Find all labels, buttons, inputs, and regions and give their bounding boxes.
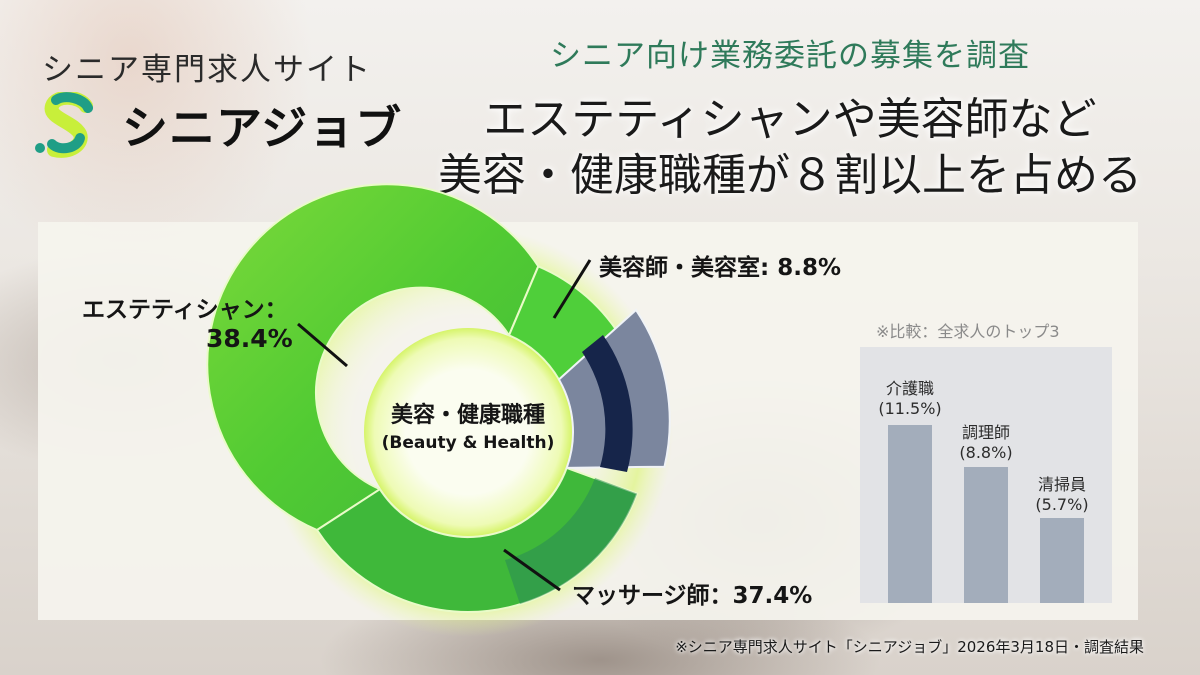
donut-center-label: 美容・健康職種 (Beauty & Health) [368, 397, 568, 453]
bar-care-worker [888, 425, 932, 603]
bar-pct: (11.5%) [878, 399, 942, 418]
label-esthetician-name: エステティシャン： [82, 297, 288, 323]
center-title: 美容・健康職種 [390, 403, 545, 428]
segment-esthetician [206, 183, 540, 532]
headline-line-1: エステティシャンや美容師など [483, 94, 1097, 145]
comparison-bar-chart: 介護職 (11.5%) 調理師 (8.8%) 清掃員 (5.7%) [860, 347, 1112, 603]
comparison-title: ※比較：全求人のトップ3 [876, 322, 1060, 341]
bar-name: 調理師 [961, 423, 1010, 442]
bar-label-cleaner: 清掃員 (5.7%) [1012, 475, 1112, 515]
leader-line-esthetician [297, 322, 348, 368]
center-title-en: (Beauty & Health) [381, 433, 555, 453]
bar-pct: (8.8%) [959, 443, 1013, 462]
label-esthetician: エステティシャン： [82, 290, 288, 324]
bar-cook [964, 467, 1008, 603]
headline-line-2: 美容・健康職種が８割以上を占める [438, 150, 1142, 201]
bar-pct: (5.7%) [1035, 495, 1089, 514]
leader-line-hairdresser [552, 259, 592, 319]
leader-line-massage [503, 548, 561, 592]
brand-name: シニアジョブ [122, 101, 403, 155]
brand-logo: シニアジョブ [30, 92, 402, 158]
donut-hole [364, 328, 572, 536]
source-footnote: ※シニア専門求人サイト「シニアジョブ」2026年3月18日・調査結果 [675, 638, 1144, 656]
label-hairdresser: 美容師・美容室: 8.8% [599, 255, 841, 281]
segment-other-inner [582, 335, 633, 472]
label-massage: マッサージ師：37.4% [572, 583, 813, 609]
bar-name: 介護職 [885, 379, 934, 398]
brand-subtitle: シニア専門求人サイト [42, 52, 372, 88]
label-esthetician-value: 38.4% [206, 324, 293, 353]
bar-cleaner [1040, 518, 1084, 603]
s-logo-icon [35, 92, 93, 158]
bar-name: 清掃員 [1037, 475, 1086, 494]
survey-kicker: シニア向け業務委託の募集を調査 [550, 38, 1030, 74]
bar-label-cook: 調理師 (8.8%) [936, 423, 1036, 463]
headline: エステティシャンや美容師など 美容・健康職種が８割以上を占める [420, 92, 1160, 204]
bar-label-care-worker: 介護職 (11.5%) [860, 379, 960, 419]
